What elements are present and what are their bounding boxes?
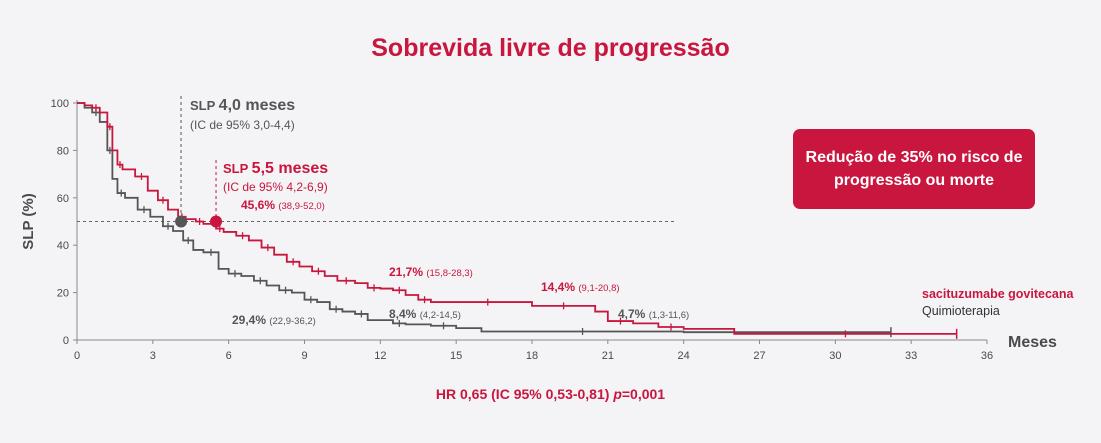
median-value: 4,0 meses bbox=[219, 97, 296, 114]
x-tick-label: 21 bbox=[602, 350, 614, 362]
km-curve bbox=[77, 102, 957, 335]
km-curve bbox=[77, 102, 891, 334]
x-tick-label: 30 bbox=[829, 350, 841, 362]
landmark-value: 4,7% bbox=[618, 307, 649, 321]
median-prefix: SLP bbox=[223, 161, 252, 176]
hr-prefix: HR 0,65 (IC 95% 0,53-0,81) bbox=[435, 386, 614, 402]
landmark-value: 21,7% bbox=[389, 265, 426, 279]
landmark-value: 8,4% bbox=[389, 307, 420, 321]
risk-reduction-callout: Redução de 35% no risco de progressão ou… bbox=[793, 129, 1035, 209]
chart-legend: sacituzumabe govitecana Quimioterapia bbox=[922, 287, 1074, 318]
landmark-ci: (38,9-52,0) bbox=[278, 201, 324, 212]
median-value: 5,5 meses bbox=[252, 160, 329, 177]
y-tick-label: 40 bbox=[57, 240, 69, 252]
x-tick-label: 9 bbox=[301, 350, 307, 362]
median-label-sacituzumabe: SLP 5,5 meses bbox=[223, 160, 328, 177]
landmark-ci: (4,2-14,5) bbox=[420, 310, 461, 321]
x-tick-label: 18 bbox=[526, 350, 538, 362]
x-tick-label: 3 bbox=[150, 350, 156, 362]
x-tick-label: 12 bbox=[374, 350, 386, 362]
landmark-ci: (1,3-11,6) bbox=[649, 310, 689, 321]
median-marker-quimioterapia bbox=[175, 215, 188, 228]
y-tick-label: 0 bbox=[63, 335, 69, 347]
x-tick-label: 36 bbox=[981, 350, 993, 362]
landmark-label-quimioterapia: 29,4% (22,9-36,2) bbox=[232, 313, 316, 327]
x-tick-label: 24 bbox=[678, 350, 690, 362]
x-tick-label: 15 bbox=[450, 350, 462, 362]
median-marker-sacituzumabe bbox=[210, 215, 223, 228]
landmark-value: 29,4% bbox=[232, 313, 269, 327]
chart-annotations: SLP 4,0 meses (IC de 95% 3,0-4,4) SLP 5,5 … bbox=[175, 96, 689, 327]
landmark-label-sacituzumabe: 21,7% (15,8-28,3) bbox=[389, 265, 473, 279]
legend-sacituzumabe: sacituzumabe govitecana bbox=[922, 287, 1074, 301]
median-ci-sacituzumabe: (IC de 95% 4,2-6,9) bbox=[223, 180, 328, 194]
landmark-label-sacituzumabe: 14,4% (9,1-20,8) bbox=[541, 280, 620, 294]
landmark-label-quimioterapia: 4,7% (1,3-11,6) bbox=[618, 307, 689, 321]
x-axis-label: Meses bbox=[1008, 334, 1057, 351]
landmark-value: 14,4% bbox=[541, 280, 578, 294]
y-tick-label: 60 bbox=[57, 193, 69, 205]
x-tick-label: 0 bbox=[74, 350, 80, 362]
median-prefix: SLP bbox=[190, 98, 219, 113]
chart-title: Sobrevida livre de progressão bbox=[371, 34, 730, 62]
y-tick-label: 80 bbox=[57, 145, 69, 157]
callout-text: Redução de 35% no risco de progressão ou… bbox=[805, 149, 1023, 189]
landmark-ci: (9,1-20,8) bbox=[578, 283, 619, 294]
chart-curves bbox=[77, 102, 958, 339]
landmark-value: 45,6% bbox=[241, 198, 278, 212]
hazard-ratio-text: HR 0,65 (IC 95% 0,53-0,81) p=0,001 bbox=[0, 386, 1101, 402]
legend-quimioterapia: Quimioterapia bbox=[922, 304, 1000, 318]
y-axis-label: SLP (%) bbox=[20, 193, 37, 249]
x-tick-label: 27 bbox=[753, 350, 765, 362]
landmark-label-quimioterapia: 8,4% (4,2-14,5) bbox=[389, 307, 461, 321]
x-tick-label: 6 bbox=[226, 350, 232, 362]
median-label-quimioterapia: SLP 4,0 meses bbox=[190, 97, 295, 114]
landmark-ci: (15,8-28,3) bbox=[426, 268, 472, 279]
y-tick-label: 100 bbox=[51, 98, 69, 110]
median-ci-quimioterapia: (IC de 95% 3,0-4,4) bbox=[190, 118, 295, 132]
x-tick-label: 33 bbox=[905, 350, 917, 362]
landmark-ci: (22,9-36,2) bbox=[269, 316, 315, 327]
hr-suffix: =0,001 bbox=[621, 386, 666, 402]
hr-p: p bbox=[613, 386, 622, 402]
landmark-label-sacituzumabe: 45,6% (38,9-52,0) bbox=[241, 198, 325, 212]
y-tick-label: 20 bbox=[57, 288, 69, 300]
